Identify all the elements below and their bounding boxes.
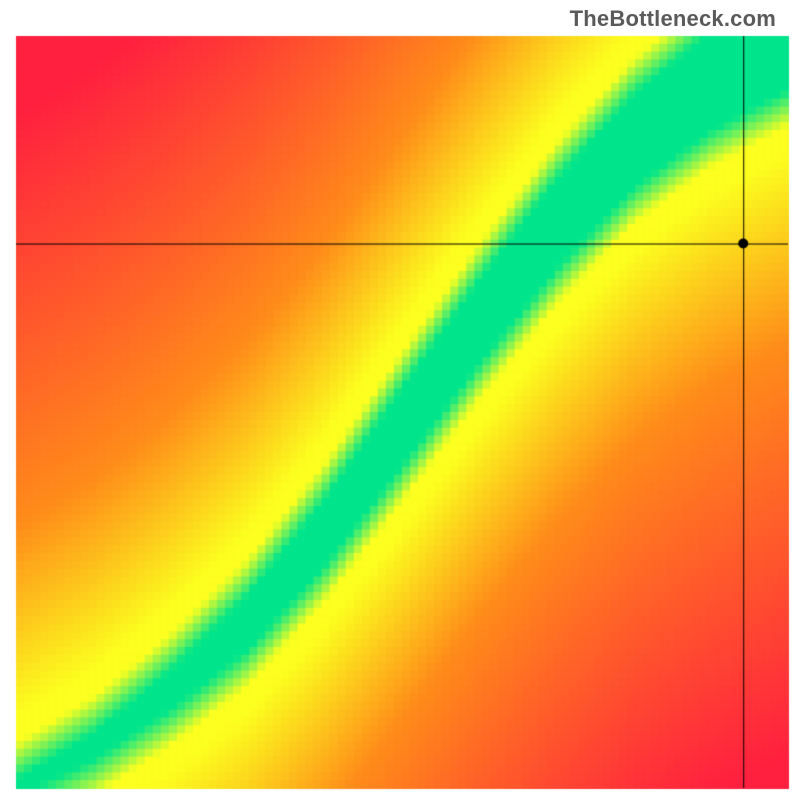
bottleneck-heatmap: [0, 0, 800, 800]
watermark-text: TheBottleneck.com: [570, 6, 776, 32]
